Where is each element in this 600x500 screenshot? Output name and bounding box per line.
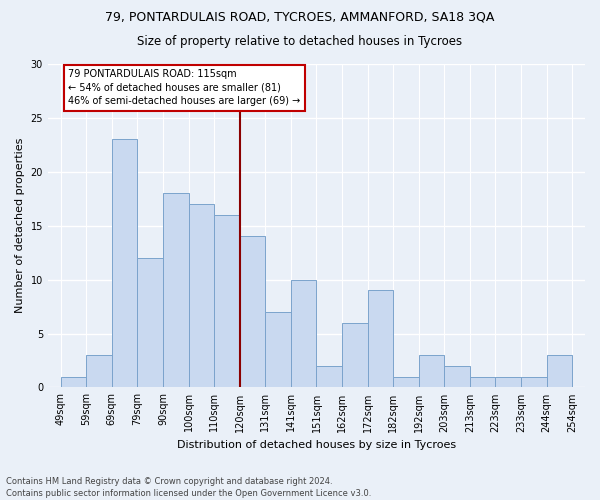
Bar	[240, 236, 265, 388]
Text: Contains HM Land Registry data © Crown copyright and database right 2024.
Contai: Contains HM Land Registry data © Crown c…	[6, 476, 371, 498]
Bar	[445, 366, 470, 388]
Bar	[470, 376, 496, 388]
Bar	[368, 290, 393, 388]
Bar	[112, 140, 137, 388]
Text: Size of property relative to detached houses in Tycroes: Size of property relative to detached ho…	[137, 35, 463, 48]
Bar	[521, 376, 547, 388]
Y-axis label: Number of detached properties: Number of detached properties	[15, 138, 25, 314]
Text: 79, PONTARDULAIS ROAD, TYCROES, AMMANFORD, SA18 3QA: 79, PONTARDULAIS ROAD, TYCROES, AMMANFOR…	[106, 10, 494, 23]
Bar	[342, 322, 368, 388]
Bar	[137, 258, 163, 388]
X-axis label: Distribution of detached houses by size in Tycroes: Distribution of detached houses by size …	[177, 440, 456, 450]
Bar	[188, 204, 214, 388]
Bar	[419, 355, 445, 388]
Bar	[547, 355, 572, 388]
Bar	[86, 355, 112, 388]
Bar	[265, 312, 291, 388]
Bar	[393, 376, 419, 388]
Bar	[496, 376, 521, 388]
Bar	[163, 194, 188, 388]
Bar	[316, 366, 342, 388]
Bar	[214, 215, 240, 388]
Bar	[61, 376, 86, 388]
Text: 79 PONTARDULAIS ROAD: 115sqm
← 54% of detached houses are smaller (81)
46% of se: 79 PONTARDULAIS ROAD: 115sqm ← 54% of de…	[68, 70, 301, 106]
Bar	[291, 280, 316, 388]
